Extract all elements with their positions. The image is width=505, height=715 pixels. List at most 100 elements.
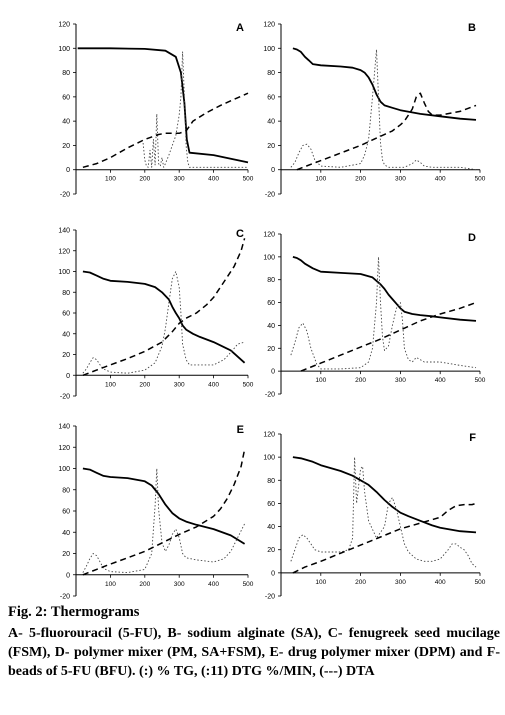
dta-line <box>82 449 246 576</box>
y-tick-label: 120 <box>58 22 70 29</box>
dta-line <box>82 92 249 169</box>
y-tick-label: 80 <box>62 290 70 297</box>
dtg-line <box>142 51 248 168</box>
y-tick-label: 20 <box>62 352 70 359</box>
y-tick-label: 60 <box>62 311 70 318</box>
y-tick-label: 20 <box>267 346 275 353</box>
dta-line <box>82 238 246 377</box>
y-tick-label: -20 <box>60 192 70 199</box>
y-tick-label: 0 <box>66 373 70 380</box>
y-tick-label: 0 <box>271 167 275 174</box>
x-tick-label: 100 <box>315 579 326 586</box>
panel-label: D <box>468 232 476 244</box>
y-tick-label: 120 <box>58 445 70 452</box>
x-tick-label: 500 <box>475 176 486 183</box>
y-tick-label: 80 <box>62 487 70 494</box>
y-tick-label: 80 <box>62 70 70 77</box>
y-tick-label: 0 <box>66 167 70 174</box>
chart-panel-d: -20 0 20 40 60 80 100 120 100 200 300 400 500 D <box>263 232 485 399</box>
x-tick-label: 300 <box>395 176 406 183</box>
dta-line <box>300 301 477 372</box>
y-tick-label: 60 <box>267 501 275 508</box>
y-tick-label: -20 <box>265 594 275 601</box>
y-tick-label: 80 <box>267 70 275 77</box>
x-tick-label: 200 <box>139 176 150 183</box>
y-tick-label: 120 <box>263 232 275 239</box>
x-tick-label: 400 <box>435 377 446 384</box>
panel-label: F <box>469 432 476 444</box>
x-tick-label: 100 <box>315 377 326 384</box>
caption-title: Fig. 2: Thermograms <box>8 604 140 620</box>
y-tick-label: 120 <box>58 248 70 255</box>
y-tick-label: 60 <box>62 509 70 516</box>
x-tick-label: 400 <box>208 381 219 388</box>
y-tick-label: 100 <box>58 46 70 53</box>
tg-line <box>82 467 246 545</box>
tg-line <box>82 270 246 364</box>
dtg-line <box>290 49 477 171</box>
y-tick-label: -20 <box>60 594 70 601</box>
y-tick-label: 100 <box>58 269 70 276</box>
x-tick-label: 300 <box>395 579 406 586</box>
x-tick-label: 400 <box>435 579 446 586</box>
y-tick-label: 20 <box>267 547 275 554</box>
caption-text: A- 5-fluorouracil (5-FU), B- sodium algi… <box>8 626 500 679</box>
y-tick-label: 120 <box>263 22 275 29</box>
y-tick-label: 20 <box>267 143 275 150</box>
tg-line <box>77 47 249 164</box>
y-tick-label: 40 <box>267 119 275 126</box>
y-tick-label: 0 <box>66 572 70 579</box>
tg-line <box>292 256 477 322</box>
chart-panel-a: -20 0 20 40 60 80 100 120 100 200 300 400 500 A <box>58 22 253 199</box>
y-tick-label: 40 <box>267 323 275 330</box>
x-tick-label: 500 <box>243 176 254 183</box>
x-tick-label: 200 <box>139 581 150 588</box>
y-tick-label: 40 <box>62 119 70 126</box>
x-tick-label: 400 <box>208 176 219 183</box>
x-tick-label: 500 <box>475 579 486 586</box>
x-tick-label: 500 <box>243 581 254 588</box>
x-tick-label: 100 <box>105 176 116 183</box>
y-tick-label: -20 <box>265 392 275 399</box>
panel-label: E <box>237 424 244 436</box>
tg-line <box>292 456 477 534</box>
y-tick-label: 120 <box>263 432 275 439</box>
chart-panel-f: -20 0 20 40 60 80 100 120 100 200 300 400 500 F <box>263 432 485 601</box>
y-tick-label: -20 <box>265 192 275 199</box>
y-tick-label: 100 <box>263 46 275 53</box>
y-tick-label: 20 <box>62 143 70 150</box>
panel-label: B <box>468 22 476 34</box>
dtg-line <box>82 271 245 374</box>
dta-line <box>296 92 477 171</box>
y-tick-label: 60 <box>62 94 70 101</box>
panel-label: A <box>236 22 244 34</box>
tg-line <box>292 47 477 121</box>
y-tick-label: 60 <box>267 94 275 101</box>
x-tick-label: 500 <box>475 377 486 384</box>
x-tick-label: 300 <box>174 581 185 588</box>
x-tick-label: 100 <box>105 381 116 388</box>
x-tick-label: 400 <box>208 581 219 588</box>
y-tick-label: 100 <box>263 254 275 261</box>
dtg-line <box>82 468 246 574</box>
y-tick-label: 60 <box>267 300 275 307</box>
dta-line <box>292 502 477 574</box>
y-tick-label: 40 <box>62 530 70 537</box>
panel-label: C <box>236 228 244 240</box>
figure-caption: Fig. 2: Thermograms A- 5-fluorouracil (5… <box>8 604 500 681</box>
y-tick-label: 0 <box>271 570 275 577</box>
y-tick-label: 80 <box>267 277 275 284</box>
x-tick-label: 300 <box>395 377 406 384</box>
x-tick-label: 100 <box>315 176 326 183</box>
chart-panel-c: -20 0 20 40 60 80 100 120 140 100 200 300 400 500 C <box>58 228 253 401</box>
dtg-line <box>290 256 477 370</box>
chart-panel-e: -20 0 20 40 60 80 100 120 140 100 200 300 400 500 E <box>58 424 253 601</box>
chart-panel-b: -20 0 20 40 60 80 100 120 100 200 300 400 500 B <box>263 22 485 199</box>
y-tick-label: 40 <box>267 524 275 531</box>
y-tick-label: -20 <box>60 394 70 401</box>
x-tick-label: 500 <box>243 381 254 388</box>
y-tick-label: 20 <box>62 551 70 558</box>
y-tick-label: 40 <box>62 331 70 338</box>
y-tick-label: 100 <box>58 466 70 473</box>
